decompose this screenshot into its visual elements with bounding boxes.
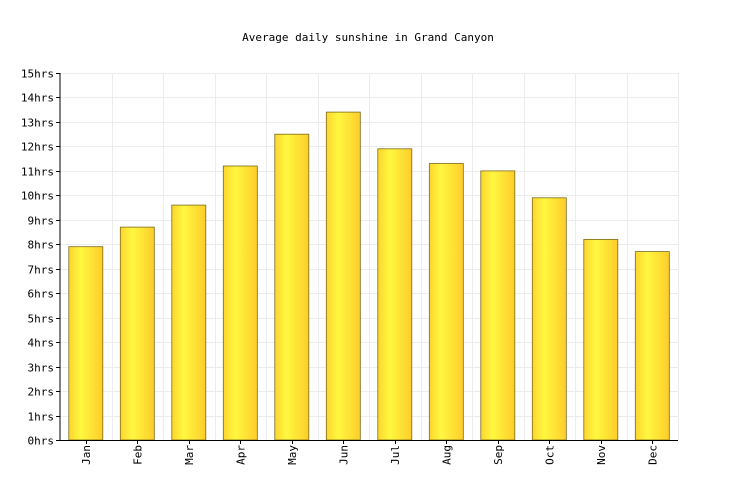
y-tick-label: 1hrs [28, 411, 55, 424]
y-tick-label: 4hrs [28, 337, 55, 350]
bar-apr [222, 165, 258, 441]
y-tick-label: 3hrs [28, 362, 55, 375]
x-axis-ticks: Jan Feb Mar Apr May Jun Jul Aug Sep Oct Nov Dec [80, 440, 659, 465]
y-tick-label: 9hrs [28, 215, 55, 228]
y-tick-label: 13hrs [21, 117, 54, 130]
y-tick-label: 15hrs [21, 68, 54, 81]
bars [68, 111, 670, 441]
x-tick-label: Sep [492, 445, 505, 465]
y-tick-label: 12hrs [21, 141, 54, 154]
bar-mar [171, 204, 207, 441]
x-tick-label: Apr [234, 445, 247, 465]
bar-dec [634, 251, 670, 441]
bar-jan [68, 246, 104, 441]
x-tick-label: Feb [131, 445, 144, 465]
bar-nov [583, 238, 619, 441]
x-tick-label: Nov [595, 445, 608, 465]
y-tick-label: 7hrs [28, 264, 55, 277]
grid [60, 73, 679, 440]
y-tick-label: 0hrs [28, 435, 55, 448]
bar-feb [119, 226, 155, 441]
y-tick-label: 8hrs [28, 239, 55, 252]
x-tick-label: Dec [646, 445, 659, 465]
y-tick-label: 2hrs [28, 386, 55, 399]
bar-sep [480, 170, 516, 441]
y-tick-label: 11hrs [21, 166, 54, 179]
x-tick-label: Mar [183, 445, 196, 465]
y-tick-label: 6hrs [28, 288, 55, 301]
x-tick-label: Aug [440, 445, 453, 465]
bar-jul [377, 148, 413, 441]
chart-title: Average daily sunshine in Grand Canyon [242, 31, 494, 44]
bar-aug [428, 163, 464, 441]
x-tick-label: Oct [543, 445, 556, 465]
bar-may [274, 133, 310, 441]
x-tick-label: Jun [337, 445, 350, 465]
bar-oct [531, 197, 567, 441]
bar-jun [325, 111, 361, 441]
x-tick-label: Jan [80, 445, 93, 465]
y-tick-label: 14hrs [21, 92, 54, 105]
x-tick-label: May [286, 445, 299, 465]
x-tick-label: Jul [389, 445, 402, 465]
y-axis-ticks: 0hrs 1hrs 2hrs 3hrs 4hrs 5hrs 6hrs 7hrs 8hrs 9hrs… [21, 68, 60, 448]
y-tick-label: 5hrs [28, 313, 55, 326]
y-tick-label: 10hrs [21, 190, 54, 203]
